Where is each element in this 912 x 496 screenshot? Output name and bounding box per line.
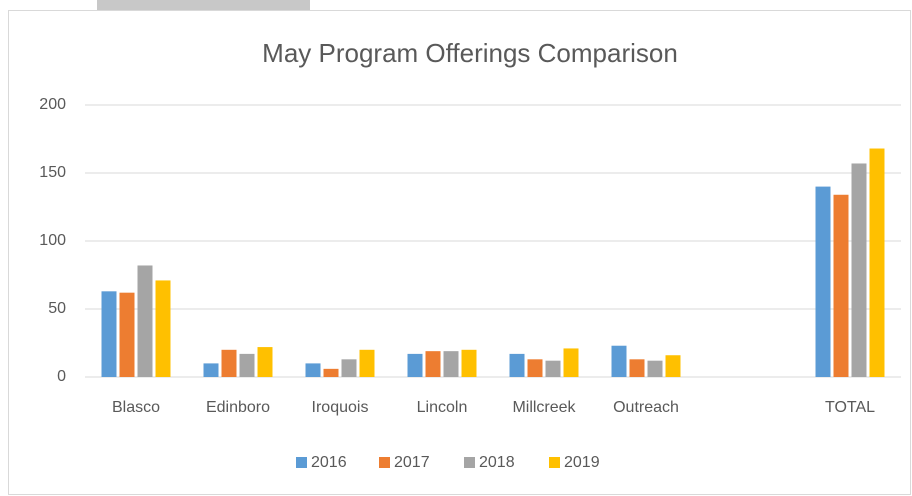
bar xyxy=(443,351,459,377)
bar xyxy=(239,353,255,377)
x-tick-label: Blasco xyxy=(112,399,160,416)
x-tick-label: Millcreek xyxy=(512,399,576,416)
legend-label: 2016 xyxy=(311,454,347,471)
bar xyxy=(407,353,423,377)
y-tick-label: 150 xyxy=(39,164,66,181)
legend-label: 2017 xyxy=(394,454,430,471)
bar xyxy=(851,163,867,377)
bar xyxy=(647,360,663,377)
x-tick-label: Edinboro xyxy=(206,399,270,416)
bar xyxy=(545,360,561,377)
bar xyxy=(563,348,579,377)
legend-swatch xyxy=(549,457,560,468)
legend-swatch xyxy=(464,457,475,468)
legend-swatch xyxy=(379,457,390,468)
x-tick-label: Iroquois xyxy=(312,399,369,416)
bar xyxy=(137,265,153,377)
bar xyxy=(527,359,543,377)
y-tick-label: 50 xyxy=(48,300,66,317)
bar xyxy=(305,363,321,377)
y-tick-label: 200 xyxy=(39,96,66,113)
x-tick-label: Outreach xyxy=(613,399,679,416)
bar xyxy=(359,349,375,377)
x-tick-label: Lincoln xyxy=(417,399,468,416)
bar xyxy=(101,291,117,377)
bar xyxy=(815,186,831,377)
y-tick-label: 0 xyxy=(57,368,66,385)
bar xyxy=(869,148,885,377)
y-tick-label: 100 xyxy=(39,232,66,249)
bar xyxy=(323,368,339,377)
bar xyxy=(629,359,645,377)
legend-swatch xyxy=(296,457,307,468)
bar xyxy=(221,349,237,377)
bar xyxy=(257,347,273,377)
bar xyxy=(665,355,681,377)
cell-highlight xyxy=(97,0,310,10)
bar xyxy=(611,345,627,377)
bar xyxy=(425,351,441,377)
bar xyxy=(203,363,219,377)
chart-title: May Program Offerings Comparison xyxy=(262,38,678,68)
bar xyxy=(119,292,135,377)
legend-label: 2018 xyxy=(479,454,515,471)
bar xyxy=(155,280,171,377)
bar xyxy=(509,353,525,377)
chart-border xyxy=(8,10,911,495)
bar xyxy=(341,359,357,377)
x-tick-label: TOTAL xyxy=(825,399,875,416)
legend-label: 2019 xyxy=(564,454,600,471)
bar xyxy=(833,194,849,377)
bar xyxy=(461,349,477,377)
